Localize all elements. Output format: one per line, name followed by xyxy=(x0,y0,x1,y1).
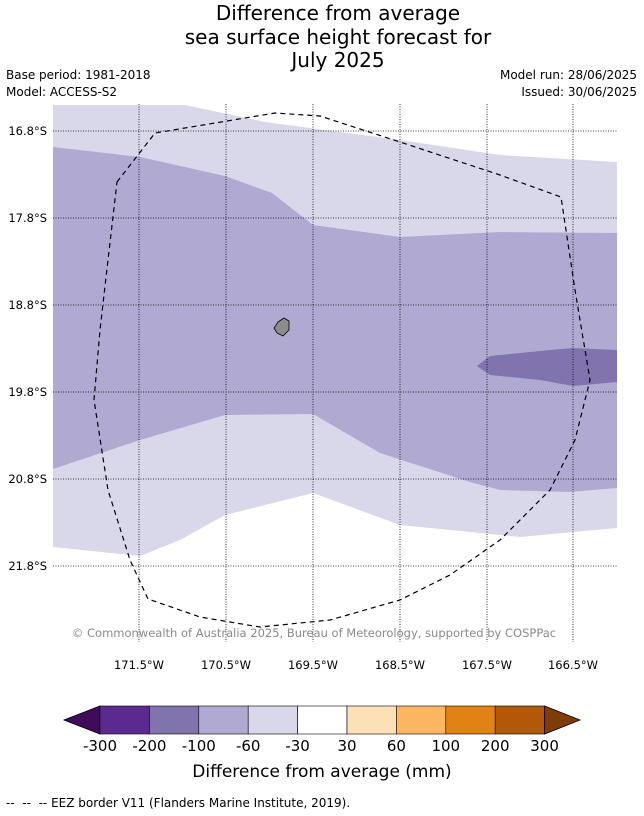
colorbar-segment xyxy=(494,705,545,735)
dashed-line-icon: -- -- -- xyxy=(6,796,48,810)
lat-label: 20.8°S xyxy=(8,472,47,486)
colorbar-tick-label: 60 xyxy=(387,737,406,755)
title-line-2: sea surface height forecast for xyxy=(184,24,492,49)
lat-label: 16.8°S xyxy=(8,124,47,138)
colorbar-segment xyxy=(149,705,200,735)
copyright-text: © Commonwealth of Australia 2025, Bureau… xyxy=(72,626,556,640)
colorbar-segment xyxy=(297,705,348,735)
lat-label: 19.8°S xyxy=(8,385,47,399)
map-canvas: 16.8°S 17.8°S 18.8°S 19.8°S 20.8°S 21.8°… xyxy=(8,104,617,755)
title-line-3: July 2025 xyxy=(291,48,385,72)
model-text: Model: ACCESS-S2 xyxy=(6,85,118,99)
colorbar-segment xyxy=(198,705,249,735)
colorbar-tick-label: -100 xyxy=(182,737,216,755)
title-line-1: Difference from average xyxy=(215,1,461,25)
footer-legend: -- -- -- EEZ border V11 (Flanders Marine… xyxy=(6,796,350,810)
colorbar-title: Difference from average (mm) xyxy=(192,762,452,782)
lon-label: 166.5°W xyxy=(548,658,598,672)
eez-border xyxy=(93,112,591,628)
lat-label: 21.8°S xyxy=(8,559,47,573)
lon-label: 171.5°W xyxy=(114,658,164,672)
issued-text: Issued: 30/06/2025 xyxy=(521,85,637,99)
lat-label: 18.8°S xyxy=(8,298,47,312)
anomaly-band-dark xyxy=(477,348,617,386)
eez-legend-text: EEZ border V11 (Flanders Marine Institut… xyxy=(51,796,351,810)
island-land xyxy=(273,317,290,337)
meta-left: Base period: 1981-2018 Model: ACCESS-S2 xyxy=(6,67,151,101)
base-period-text: Base period: 1981-2018 xyxy=(6,68,151,82)
lat-label: 17.8°S xyxy=(8,211,47,225)
lon-label: 170.5°W xyxy=(201,658,251,672)
colorbar-tick-label: -300 xyxy=(83,737,117,755)
colorbar-tick-label: -30 xyxy=(285,737,310,755)
lon-label: 168.5°W xyxy=(375,658,425,672)
meta-right: Model run: 28/06/2025 Issued: 30/06/2025 xyxy=(500,67,637,101)
chart-title: Difference from average sea surface heig… xyxy=(0,1,644,73)
colorbar-tick-label: 100 xyxy=(431,737,460,755)
colorbar-segment xyxy=(396,705,447,735)
graticule xyxy=(53,104,617,642)
colorbar-segment xyxy=(99,705,150,735)
colorbar-tick-label: -200 xyxy=(132,737,166,755)
lon-label: 167.5°W xyxy=(462,658,512,672)
anomaly-band-medium xyxy=(53,147,617,492)
colorbar-arrow-left xyxy=(62,705,101,735)
colorbar-tick-label: 200 xyxy=(481,737,510,755)
colorbar-tick-label: 300 xyxy=(530,737,559,755)
colorbar-segment xyxy=(247,705,298,735)
colorbar-segment xyxy=(445,705,496,735)
colorbar-tick-label: 30 xyxy=(337,737,356,755)
lon-label: 169.5°W xyxy=(288,658,338,672)
colorbar-arrow-right xyxy=(544,705,582,735)
colorbar: -300 -200 -100 -60 -30 30 60 100 200 300 xyxy=(62,705,582,755)
model-run-text: Model run: 28/06/2025 xyxy=(499,68,637,82)
colorbar-tick-label: -60 xyxy=(236,737,261,755)
colorbar-segment xyxy=(346,705,397,735)
